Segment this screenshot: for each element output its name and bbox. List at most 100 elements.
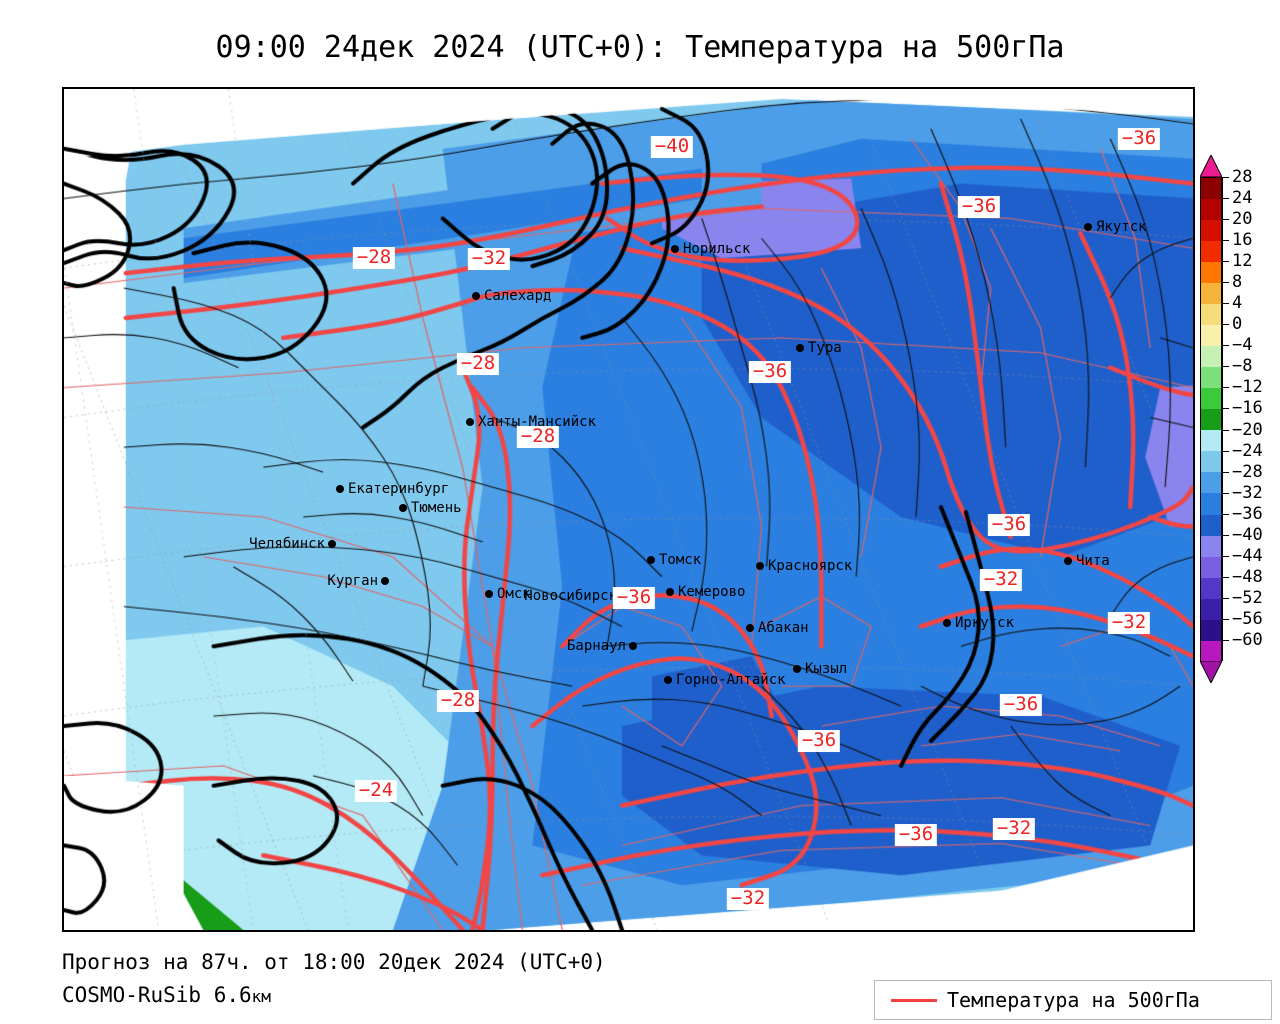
colorbar-tick [1222,450,1229,452]
isotherm-label: −36 [894,824,938,846]
colorbar-cell [1201,367,1221,389]
colorbar-label: −12 [1232,377,1263,398]
legend-line-swatch [891,998,937,1002]
colorbar-tick [1222,576,1229,578]
model-name: COSMO-RuSib [62,983,202,1007]
model-resolution: 6.6 [213,983,252,1007]
city-marker-dot [793,665,801,673]
isotherm-label: −28 [352,247,396,269]
colorbar-tick [1222,345,1229,347]
colorbar-cell [1201,577,1221,599]
colorbar-label: −40 [1232,524,1263,545]
isotherm-label: −32 [992,818,1036,840]
colorbar-label: 20 [1232,209,1253,230]
colorbar-cell [1201,388,1221,410]
isotherm-label: −32 [467,248,511,270]
colorbar-tick [1222,282,1229,284]
colorbar-top-arrow [1199,153,1223,178]
colorbar-cell [1201,451,1221,473]
colorbar-label: −28 [1232,461,1263,482]
colorbar-label: −36 [1232,503,1263,524]
colorbar-label: 28 [1232,167,1253,187]
colorbar-cell [1201,640,1221,662]
colorbar-tick [1222,366,1229,368]
colorbar-tick [1222,408,1229,410]
colorbar-tick [1222,618,1229,620]
isotherm-label: −36 [797,730,841,752]
colorbar-label: 8 [1232,272,1243,293]
city-marker-dot [472,292,480,300]
isotherm-label: −28 [456,353,500,375]
colorbar-axis [1222,177,1223,661]
colorbar-tick [1222,492,1229,494]
city-marker-dot [328,540,336,548]
colorbar-cell [1201,493,1221,515]
city-marker-dot [666,588,674,596]
colorbar-cell [1201,262,1221,284]
city-marker-dot [1064,557,1072,565]
legend-label: Температура на 500гПа [947,988,1200,1012]
colorbar-cell [1201,409,1221,431]
colorbar-label: −16 [1232,398,1263,419]
colorbar-cell [1201,472,1221,494]
isotherm-label: −28 [436,690,480,712]
colorbar-cell [1201,283,1221,305]
isotherm-label: −36 [612,587,656,609]
colorbar-tick [1222,324,1229,326]
colorbar-label: 0 [1232,314,1243,335]
isotherm-label: −32 [1107,612,1151,634]
city-marker-dot [647,556,655,564]
colorbar-tick [1222,597,1229,599]
isotherm-label: −24 [354,780,398,802]
isotherm-label: −36 [957,196,1001,218]
colorbar-cell [1201,556,1221,578]
weather-map[interactable]: Якутск Норильск Тура Салехард Ханты-Мансийск… [62,87,1195,932]
colorbar-cell [1201,220,1221,242]
isotherm-label: −36 [987,514,1031,536]
isotherm-label: −32 [726,888,770,910]
colorbar-strip [1200,177,1222,662]
model-info: COSMO-RuSib 6.6км [62,983,271,1007]
colorbar-cell [1201,304,1221,326]
colorbar-tick [1222,261,1229,263]
colorbar-tick [1222,177,1229,178]
colorbar-label: −8 [1232,356,1253,377]
colorbar-tick [1222,555,1229,557]
isotherm-label: −36 [1117,128,1161,150]
colorbar-cell [1201,598,1221,620]
colorbar-cell [1201,199,1221,221]
model-resolution-unit: км [251,987,271,1006]
city-marker-dot [943,619,951,627]
isotherm-label: −28 [516,426,560,448]
colorbar-tick [1222,639,1229,641]
city-marker-dot [381,577,389,585]
colorbar-cell [1201,514,1221,536]
colorbar-tick [1222,513,1229,515]
colorbar-label: −52 [1232,587,1263,608]
colorbar-tick [1222,429,1229,431]
city-marker-dot [336,485,344,493]
page-title: 09:00 24дек 2024 (UTC+0): Температура на… [215,30,1065,65]
city-marker-dot [466,418,474,426]
colorbar-cell [1201,241,1221,263]
isotherm-label: −32 [979,569,1023,591]
colorbar-label: −4 [1232,335,1253,356]
colorbar-tick [1222,471,1229,473]
colorbar-label: −20 [1232,419,1263,440]
colorbar-cell [1201,325,1221,347]
city-marker-dot [796,344,804,352]
colorbar-tick [1222,219,1229,221]
colorbar-tick [1222,240,1229,242]
colorbar-cell [1201,346,1221,368]
city-marker-dot [756,562,764,570]
forecast-info: Прогноз на 87ч. от 18:00 20дек 2024 (UTC… [62,950,606,974]
colorbar-cell [1201,430,1221,452]
colorbar-label: 12 [1232,251,1253,272]
city-marker-dot [671,245,679,253]
city-marker-dot [664,676,672,684]
isotherm-label: −36 [999,694,1043,716]
temperature-colorbar: 28 24 20 16 12 8 4 0 −4 −8 −12 −16 −20 −24 −28 −32 −36 −4… [1199,153,1274,685]
colorbar-label: −60 [1232,629,1263,650]
colorbar-bottom-arrow [1199,660,1223,685]
colorbar-tick [1222,303,1229,305]
